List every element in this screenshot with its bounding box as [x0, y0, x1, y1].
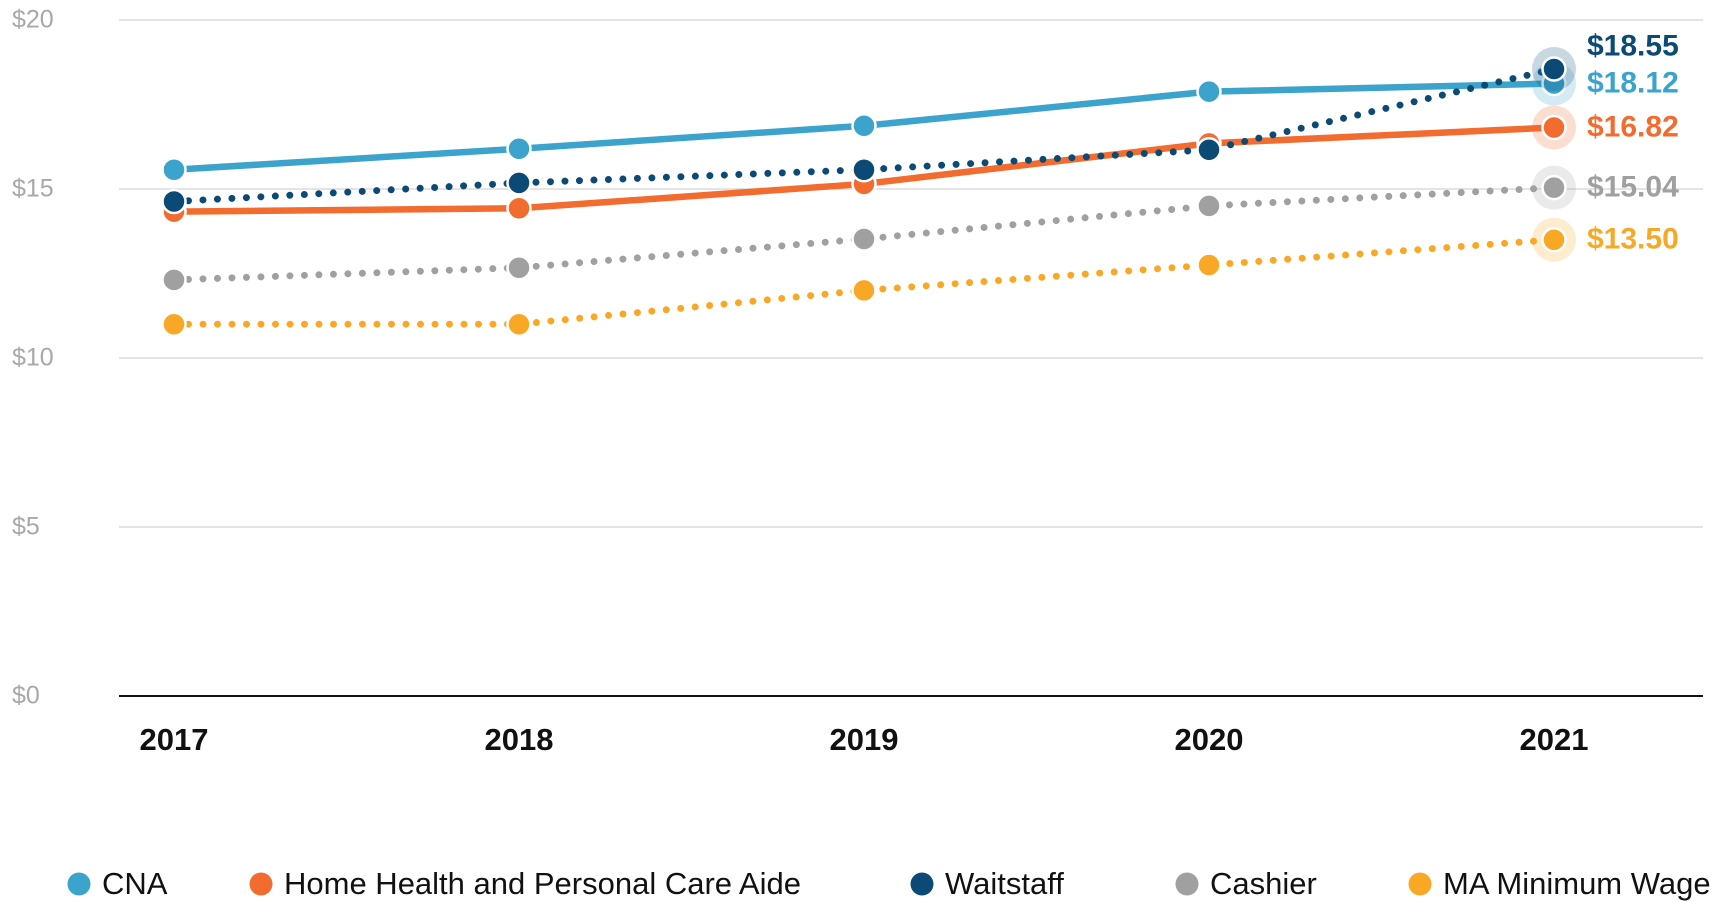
marker [851, 156, 877, 183]
marker [161, 267, 187, 293]
marker [506, 255, 532, 281]
legend-swatch [910, 872, 934, 896]
legend-label: MA Minimum Wage [1443, 866, 1711, 901]
marker [161, 156, 187, 183]
legend-swatch [1175, 872, 1199, 896]
y-tick-label: $5 [12, 513, 40, 541]
y-tick-label: $0 [12, 682, 40, 710]
series-line [170, 184, 1558, 284]
legend-item: Home Health and Personal Care Aide [249, 866, 801, 901]
x-tick-label: 2021 [1520, 722, 1589, 757]
legend-label: Home Health and Personal Care Aide [284, 866, 801, 901]
marker [1196, 252, 1222, 278]
end-label: $15.04 [1587, 171, 1679, 204]
marker [1541, 174, 1567, 201]
series-line [170, 236, 1558, 328]
marker [851, 277, 877, 304]
marker [506, 311, 532, 337]
end-label: $18.55 [1587, 29, 1679, 62]
end-label: $18.12 [1587, 66, 1679, 99]
marker [161, 311, 187, 337]
legend-item: CNA [67, 866, 168, 901]
legend-label: CNA [102, 866, 168, 901]
legend-label: Waitstaff [945, 866, 1064, 901]
marker [1541, 226, 1567, 253]
marker [851, 226, 877, 252]
marker [506, 195, 532, 222]
marker [1196, 137, 1222, 163]
y-tick-label: $10 [12, 344, 54, 372]
x-tick-label: 2017 [140, 722, 209, 757]
legend-swatch [249, 872, 273, 896]
marker [1541, 56, 1567, 82]
x-tick-label: 2019 [830, 722, 899, 757]
marker [1196, 78, 1222, 105]
marker [506, 136, 532, 162]
marker [1196, 193, 1222, 219]
marker [1541, 114, 1567, 141]
legend-item: Waitstaff [910, 866, 1064, 901]
legend-swatch [1408, 872, 1432, 896]
marker [851, 113, 877, 139]
legend-label: Cashier [1210, 866, 1317, 901]
y-tick-label: $20 [12, 6, 54, 34]
marker [506, 170, 532, 196]
legend-swatch [67, 872, 91, 896]
x-tick-label: 2018 [485, 722, 554, 757]
end-label: $16.82 [1587, 110, 1679, 143]
y-tick-label: $15 [12, 175, 54, 203]
marker [161, 188, 187, 215]
legend-item: Cashier [1175, 866, 1317, 901]
end-label: $13.50 [1587, 223, 1679, 256]
series-line [170, 65, 1558, 206]
x-tick-label: 2020 [1175, 722, 1244, 757]
legend-item: MA Minimum Wage [1408, 866, 1711, 901]
